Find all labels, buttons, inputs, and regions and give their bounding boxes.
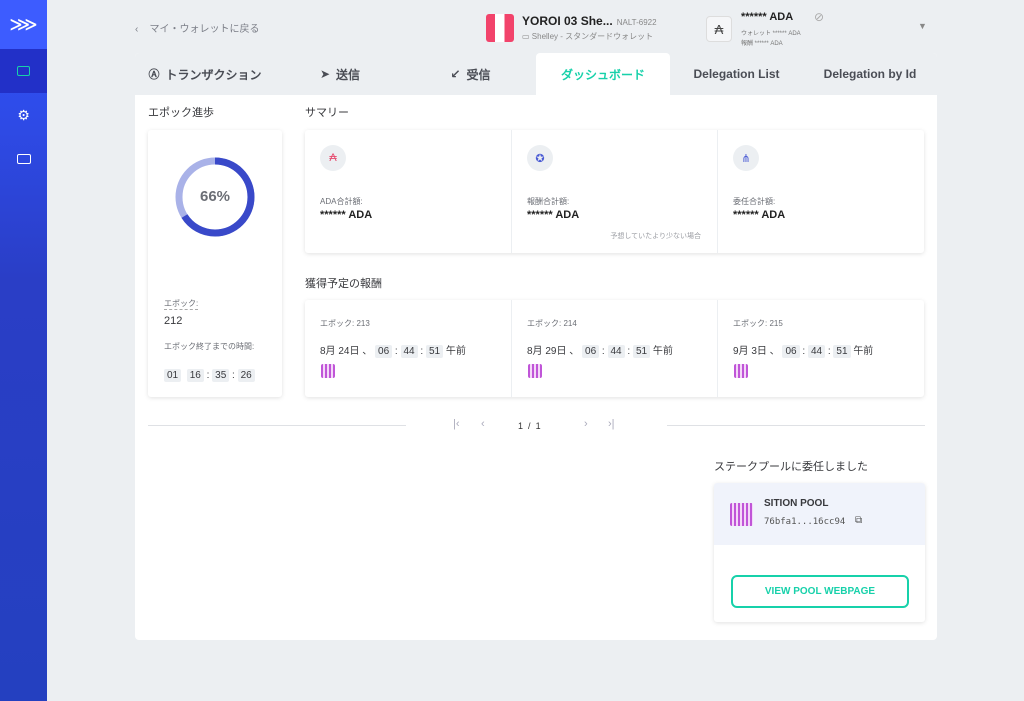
chevron-down-icon[interactable]: ▼ (918, 21, 927, 31)
wallet-plate: NALT-6922 (616, 18, 657, 27)
rewards-card: エポック: 213 8月 24日 、 06 : 44 : 51 午前 エポック:… (305, 300, 924, 397)
yoroi-logo-icon[interactable]: ⋙ (0, 0, 47, 49)
epoch-countdown: 01 16 : 35 : 26 (164, 369, 255, 382)
delegation-icon: ⋔ (733, 145, 759, 171)
pool-title: ステークプールに委任しました (714, 461, 868, 473)
sidebar-item-wallets[interactable] (0, 49, 47, 93)
divider (667, 425, 925, 426)
tab-send[interactable]: ➤ 送信 (319, 67, 361, 82)
reward-note: 予想していたより少ない場合 (610, 233, 701, 240)
back-label: マイ・ウォレットに戻る (149, 24, 260, 35)
hide-balance-icon[interactable]: ⊘ (814, 10, 825, 24)
divider (148, 425, 406, 426)
tab-delegation-list[interactable]: Delegation List (693, 67, 780, 81)
summary-delegation-total: ⋔ 委任合計額: ****** ADA (717, 130, 924, 253)
summary-title: サマリー (305, 107, 349, 119)
epoch-value: 212 (164, 315, 183, 327)
view-pool-webpage-button[interactable]: VIEW POOL WEBPAGE (731, 575, 909, 608)
tab-dashboard[interactable]: ダッシュボード (536, 53, 670, 95)
epoch-label: エポック: (164, 299, 199, 310)
reward-balance: 報酬 ****** ADA (741, 41, 783, 47)
balance: ****** ADA (741, 11, 794, 23)
prev-page-icon[interactable]: ‹ (481, 418, 485, 430)
sidebar-item-transfer[interactable] (0, 137, 47, 181)
first-page-icon[interactable]: |‹ (453, 418, 460, 430)
ada-icon: Ⓐ (148, 69, 160, 81)
tab-bar: Ⓐ トランザクション ➤ 送信 ↙ 受信 ダッシュボード Delegation Lis… (135, 53, 937, 95)
copy-icon[interactable]: ⧉ (855, 515, 863, 526)
gear-icon: ⚙ (17, 106, 30, 123)
next-page-icon[interactable]: › (584, 418, 588, 430)
epoch-time-label: エポック終了までの時間: (164, 342, 255, 351)
pool-avatar-icon (734, 364, 748, 378)
page-indicator: 1 / 1 (518, 421, 541, 431)
wallet-icon (17, 66, 30, 76)
receive-icon: ↙ (450, 67, 461, 81)
summary-reward-total: ✪ 報酬合計額: ****** ADA 予想していたより少ない場合 (511, 130, 717, 253)
rewards-title: 獲得予定の報酬 (305, 278, 382, 290)
send-icon: ➤ (319, 67, 331, 81)
pool-card: SITION POOL 76bfa1...16cc94 ⧉ VIEW POOL … (714, 483, 925, 622)
reward-item: エポック: 215 9月 3日 、 06 : 44 : 51 午前 (717, 300, 924, 397)
epoch-card: 66% エポック: 212 エポック終了までの時間: 01 16 : 35 : … (148, 130, 282, 397)
transfer-icon (16, 154, 31, 164)
sidebar: ⋙ ⚙ (0, 0, 47, 701)
tab-transactions[interactable]: Ⓐ トランザクション (148, 67, 262, 82)
epoch-progress-ring (175, 157, 255, 237)
summary-card: ₳ ADA合計額: ****** ADA ✪ 報酬合計額: ****** ADA… (305, 130, 924, 253)
tab-receive[interactable]: ↙ 受信 (450, 67, 491, 82)
summary-ada-total: ₳ ADA合計額: ****** ADA (305, 130, 511, 253)
last-page-icon[interactable]: ›| (608, 418, 615, 430)
pool-id: 76bfa1...16cc94 (764, 517, 846, 527)
reward-item: エポック: 214 8月 29日 、 06 : 44 : 51 午前 (511, 300, 717, 397)
wallet-balance: ウォレット ****** ADA (741, 31, 801, 37)
ada-cycle-icon: ₳ (320, 145, 346, 171)
tab-delegation-by-id[interactable]: Delegation by Id (823, 67, 917, 81)
wallet-name: YOROI 03 She... NALT-6922 (522, 14, 657, 28)
pool-name: SITION POOL (764, 498, 829, 509)
back-to-wallets-link[interactable]: ‹ マイ・ウォレットに戻る (135, 24, 260, 35)
wallet-plate-icon (486, 14, 514, 42)
epoch-percent: 66% (199, 188, 231, 205)
wallet-type: ▭ Shelley - スタンダードウォレット (522, 32, 654, 41)
pool-avatar-icon (730, 503, 753, 526)
reward-item: エポック: 213 8月 24日 、 06 : 44 : 51 午前 (305, 300, 511, 397)
reward-badge-icon: ✪ (527, 145, 553, 171)
epoch-title: エポック進歩 (148, 107, 214, 119)
pool-avatar-icon (321, 364, 335, 378)
ada-icon: ₳ (706, 16, 732, 42)
pool-avatar-icon (528, 364, 542, 378)
sidebar-item-settings[interactable]: ⚙ (0, 93, 47, 137)
